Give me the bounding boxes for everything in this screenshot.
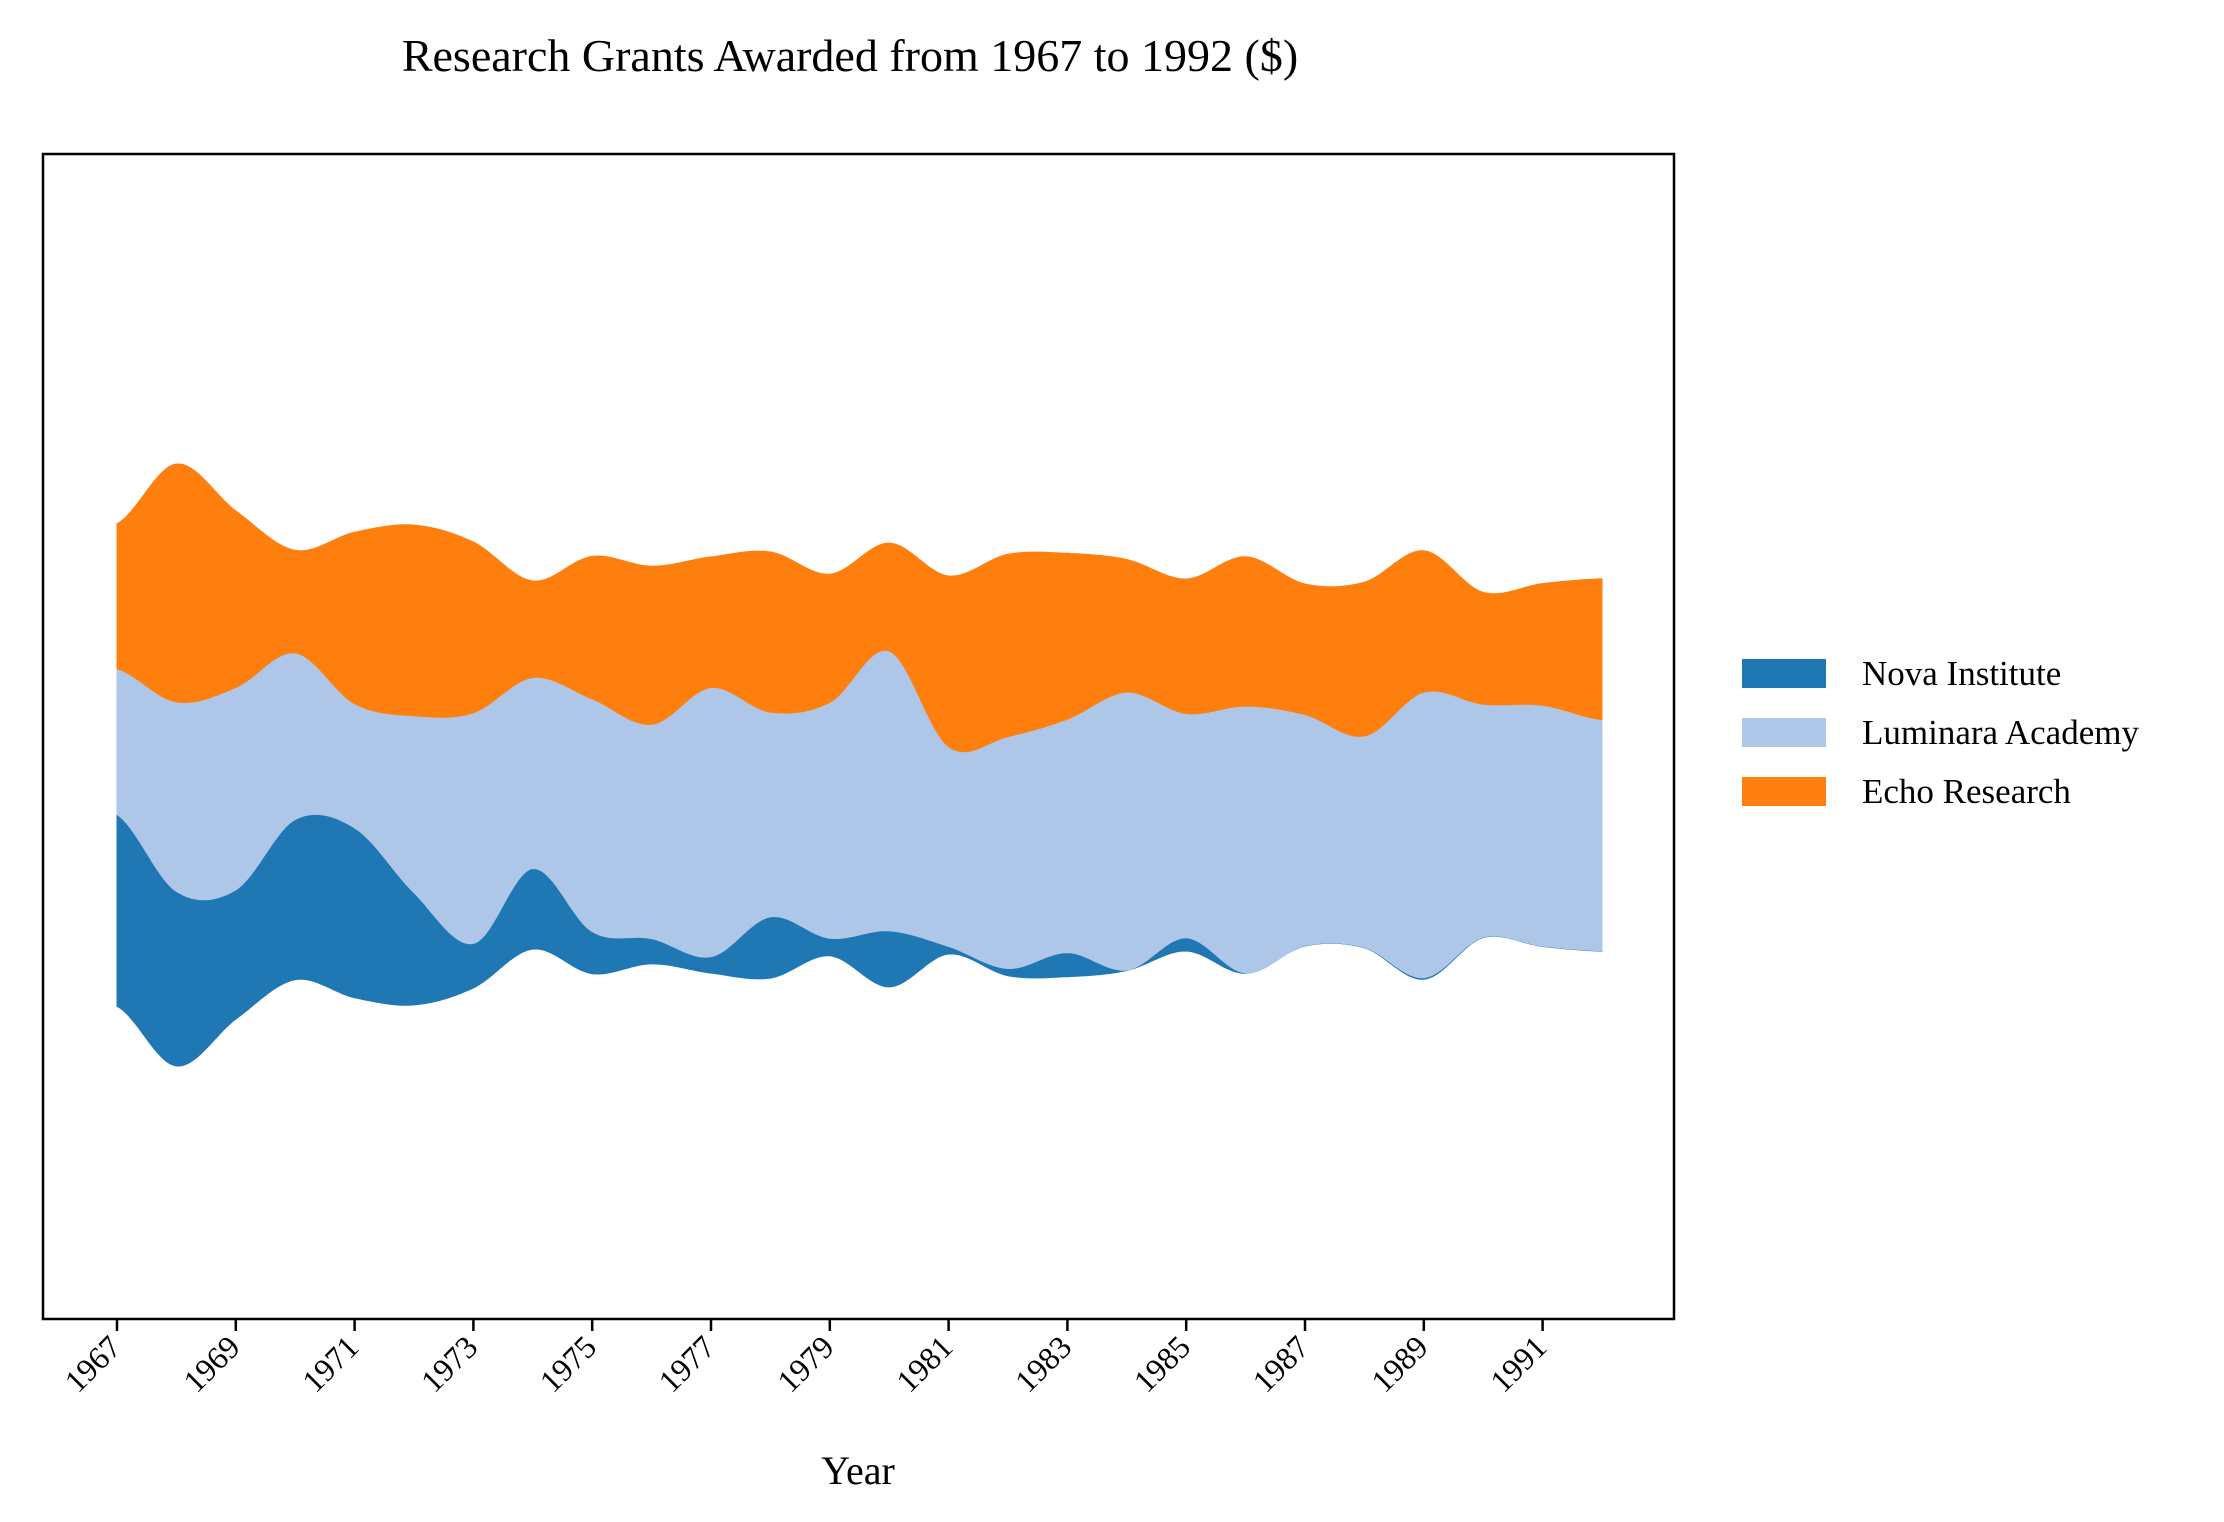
legend-label-echo-research: Echo Research (1862, 772, 2071, 811)
stream-echo-research (116, 463, 1603, 753)
legend-label-nova-institute: Nova Institute (1862, 654, 2061, 693)
x-tick-label-1967: 1967 (57, 1328, 128, 1399)
x-tick-label-1987: 1987 (1245, 1328, 1316, 1399)
x-axis: 1967 1969 1971 1973 1975 1977 1979 1981 1983 1985… (57, 1319, 1554, 1399)
x-tick-label-1975: 1975 (532, 1328, 603, 1399)
x-tick-label-1983: 1983 (1008, 1328, 1079, 1399)
x-axis-label: Year (821, 1448, 895, 1493)
legend-label-luminara-academy: Luminara Academy (1862, 713, 2139, 752)
chart-title: Research Grants Awarded from 1967 to 199… (402, 30, 1298, 81)
x-tick-label-1969: 1969 (176, 1328, 247, 1399)
plot-area-frame (41, 152, 1676, 1321)
x-tick-label-1973: 1973 (414, 1328, 485, 1399)
stream-layers (116, 463, 1603, 1067)
x-tick-label-1991: 1991 (1483, 1328, 1554, 1399)
x-tick-label-1979: 1979 (770, 1328, 841, 1399)
x-tick-label-1981: 1981 (889, 1328, 960, 1399)
x-tick-label-1971: 1971 (295, 1328, 366, 1399)
x-tick-label-1977: 1977 (651, 1328, 722, 1399)
x-tick-label-1989: 1989 (1364, 1328, 1435, 1399)
x-tick-label-1985: 1985 (1126, 1328, 1197, 1399)
legend-swatch-echo-research (1742, 777, 1826, 806)
legend: Nova Institute Luminara Academy Echo Resea… (1742, 654, 2139, 811)
legend-swatch-luminara-academy (1742, 718, 1826, 747)
legend-swatch-nova-institute (1742, 659, 1826, 688)
